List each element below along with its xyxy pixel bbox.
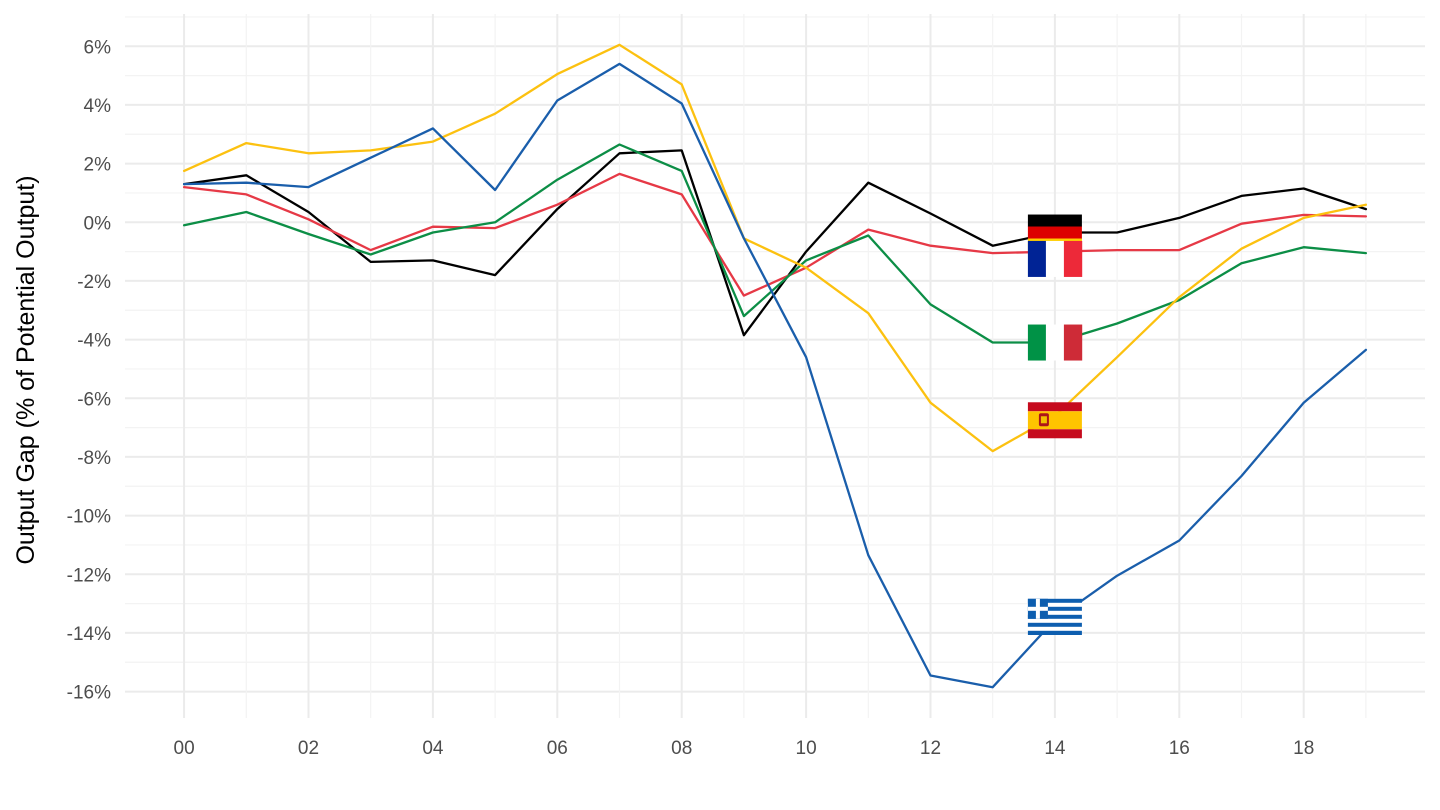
y-tick-label: 4% <box>84 96 112 117</box>
series-line-italy <box>182 143 1368 344</box>
y-tick-label: -10% <box>67 507 111 528</box>
x-tick-label: 18 <box>1293 738 1314 759</box>
x-tick-label: 12 <box>920 738 941 759</box>
y-axis-tick-labels: 6% 4% 2% 0% -2% -4% -6% -8% -10% -12% -14% -16% <box>67 37 111 703</box>
x-tick-label: 06 <box>547 738 568 759</box>
y-tick-label: 6% <box>84 37 112 58</box>
x-tick-label: 10 <box>796 738 817 759</box>
x-tick-label: 16 <box>1169 738 1190 759</box>
x-tick-label: 14 <box>1044 738 1066 759</box>
y-tick-label: -12% <box>67 565 111 586</box>
series-line-germany <box>182 149 1368 337</box>
y-tick-label: -8% <box>77 448 111 469</box>
country-flags <box>1027 214 1083 635</box>
x-tick-label: 00 <box>174 738 195 759</box>
y-tick-label: -16% <box>67 683 111 704</box>
flag-spain-icon <box>1027 402 1082 439</box>
x-tick-label: 02 <box>298 738 319 759</box>
flag-greece-icon <box>1027 598 1082 635</box>
grid <box>125 14 1425 718</box>
series-lines <box>182 43 1368 689</box>
x-tick-label: 08 <box>671 738 692 759</box>
y-tick-label: -4% <box>77 331 111 352</box>
x-axis-tick-labels: 00 02 04 06 08 10 12 14 16 18 <box>174 738 1315 759</box>
y-tick-label: 2% <box>84 155 112 176</box>
flag-italy-icon <box>1027 324 1083 361</box>
series-line-greece <box>182 62 1368 689</box>
y-axis-title: Output Gap (% of Potential Output) <box>12 175 40 564</box>
series-line-france <box>182 172 1368 297</box>
flag-france-icon <box>1027 240 1083 277</box>
y-tick-label: -2% <box>77 272 111 293</box>
x-tick-label: 04 <box>422 738 444 759</box>
series-line-spain <box>182 43 1368 453</box>
y-tick-label: -6% <box>77 389 111 410</box>
y-tick-label: -14% <box>67 624 111 645</box>
y-tick-label: 0% <box>84 213 112 234</box>
